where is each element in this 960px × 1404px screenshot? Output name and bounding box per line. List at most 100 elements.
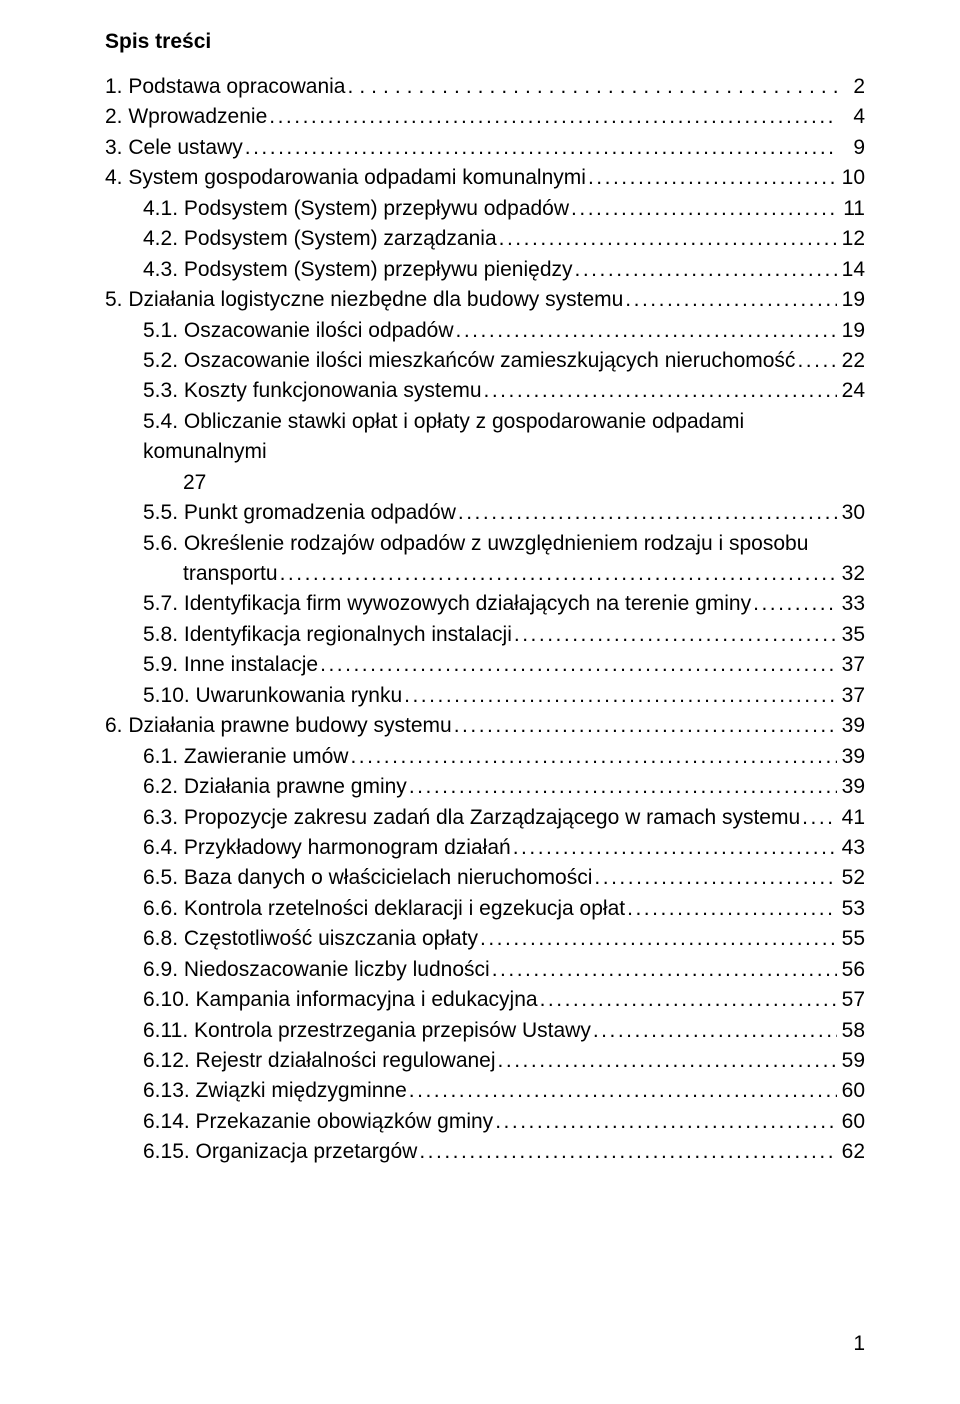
toc-page-number: 11 (837, 194, 865, 224)
toc-entry: 5.9. Inne instalacje37 (105, 650, 865, 680)
toc-entry: 6.3. Propozycje zakresu zadań dla Zarząd… (105, 803, 865, 833)
toc-leader-dots (625, 894, 837, 924)
toc-page-number: 53 (837, 894, 865, 924)
toc-page-number: 39 (837, 742, 865, 772)
toc-page-number: 27 (183, 471, 206, 494)
toc-entry-text: 5.1. Oszacowanie ilości odpadów (143, 316, 454, 346)
toc-entry: 5.5. Punkt gromadzenia odpadów 30 (105, 498, 865, 528)
toc-leader-dots (454, 316, 837, 346)
toc-leader-dots (402, 681, 837, 711)
toc-entry-text: 5.6. Określenie rodzajów odpadów z uwzgl… (143, 532, 808, 555)
toc-entry-text: 6.1. Zawieranie umów (143, 742, 348, 772)
page-number: 1 (853, 1332, 865, 1356)
toc-entry-text: 6.6. Kontrola rzetelności deklaracji i e… (143, 894, 625, 924)
toc-leader-dots (407, 1076, 837, 1106)
toc-entry: 6.9. Niedoszacowanie liczby ludności 56 (105, 955, 865, 985)
toc-entry-text: 4.2. Podsystem (System) zarządzania (143, 224, 497, 254)
toc-leader-dots (407, 772, 837, 802)
toc-leader-dots (456, 498, 837, 528)
toc-entry-text: 6. Działania prawne budowy systemu (105, 711, 452, 741)
toc-entry-text: 5.8. Identyfikacja regionalnych instalac… (143, 620, 512, 650)
toc-entry: 1. Podstawa opracowania 2 (105, 72, 865, 102)
toc-entry: 4.1. Podsystem (System) przepływu odpadó… (105, 194, 865, 224)
toc-entry: 6.11. Kontrola przestrzegania przepisów … (105, 1016, 865, 1046)
toc-entry-text: 5.4. Obliczanie stawki opłat i opłaty z … (143, 410, 744, 463)
toc-entry-text: 5.9. Inne instalacje (143, 650, 318, 680)
toc-entry-text: 5.3. Koszty funkcjonowania systemu (143, 376, 482, 406)
toc-entry: 6.8. Częstotliwość uiszczania opłaty55 (105, 924, 865, 954)
toc-entry: 4.3. Podsystem (System) przepływu pienię… (105, 255, 865, 285)
toc-entry: 5.2. Oszacowanie ilości mieszkańców zami… (105, 346, 865, 376)
toc-entry-text: 6.2. Działania prawne gminy (143, 772, 407, 802)
toc-leader-dots (512, 620, 837, 650)
toc-entry: 6. Działania prawne budowy systemu 39 (105, 711, 865, 741)
toc-leader-dots (482, 376, 837, 406)
toc-leader-dots (591, 1016, 837, 1046)
toc-page-number: 9 (837, 133, 865, 163)
toc-page-number: 30 (837, 498, 865, 528)
toc-entry-text: 6.10. Kampania informacyjna i edukacyjna (143, 985, 538, 1015)
toc-entry-text: 6.3. Propozycje zakresu zadań dla Zarząd… (143, 803, 800, 833)
toc-entry-text: 6.5. Baza danych o właścicielach nieruch… (143, 863, 592, 893)
toc-entry: 6.13. Związki międzygminne 60 (105, 1076, 865, 1106)
toc-page-number: 56 (837, 955, 865, 985)
toc-leader-dots (592, 863, 837, 893)
toc-entry-text: 6.12. Rejestr działalności regulowanej (143, 1046, 496, 1076)
toc-entry: 6.12. Rejestr działalności regulowanej59 (105, 1046, 865, 1076)
toc-entry-text: 3. Cele ustawy (105, 133, 243, 163)
toc-leader-dots (493, 1107, 837, 1137)
toc-leader-dots (573, 255, 837, 285)
toc-entry: 4. System gospodarowania odpadami komuna… (105, 163, 865, 193)
toc-leader-dots (243, 133, 837, 163)
toc-entry-text: 6.15. Organizacja przetargów (143, 1137, 417, 1167)
toc-page-number: 39 (837, 711, 865, 741)
toc-page-number: 33 (837, 589, 865, 619)
toc-leader-dots (751, 589, 837, 619)
toc-page-number: 10 (837, 163, 865, 193)
toc-page-number: 60 (837, 1076, 865, 1106)
toc-entry-text: 6.14. Przekazanie obowiązków gminy (143, 1107, 493, 1137)
toc-entry-text: 2. Wprowadzenie (105, 102, 267, 132)
toc-entry: 5.8. Identyfikacja regionalnych instalac… (105, 620, 865, 650)
toc-page-number: 35 (837, 620, 865, 650)
toc-page-number: 2 (837, 72, 865, 102)
toc-leader-dots (278, 559, 837, 589)
toc-entry: 6.14. Przekazanie obowiązków gminy 60 (105, 1107, 865, 1137)
toc-leader-dots (538, 985, 837, 1015)
toc-entry: 5.6. Określenie rodzajów odpadów z uwzgl… (105, 529, 865, 559)
toc-leader-dots (511, 833, 837, 863)
toc-page-number: 41 (837, 803, 865, 833)
toc-entry-text: 1. Podstawa opracowania (105, 72, 346, 102)
toc-page-number: 19 (837, 316, 865, 346)
toc-page-number: 58 (837, 1016, 865, 1046)
toc-page-number: 32 (837, 559, 865, 589)
toc-entry-text: 6.4. Przykładowy harmonogram działań (143, 833, 511, 863)
toc-leader-dots (452, 711, 837, 741)
toc-leader-dots (318, 650, 837, 680)
page: Spis treści 1. Podstawa opracowania22. W… (0, 0, 960, 1404)
toc-entry: 5.7. Identyfikacja firm wywozowych dział… (105, 589, 865, 619)
toc-leader-dots (267, 102, 837, 132)
toc-page-number: 52 (837, 863, 865, 893)
toc-leader-dots (490, 955, 837, 985)
toc-page-number: 19 (837, 285, 865, 315)
toc-entry-text: 6.11. Kontrola przestrzegania przepisów … (143, 1016, 591, 1046)
toc-entry: 6.5. Baza danych o właścicielach nieruch… (105, 863, 865, 893)
toc-entry-text: 4. System gospodarowania odpadami komuna… (105, 163, 586, 193)
toc-leader-dots (795, 346, 837, 376)
toc-entry-text: 6.9. Niedoszacowanie liczby ludności (143, 955, 490, 985)
toc-entry: 6.2. Działania prawne gminy39 (105, 772, 865, 802)
toc-page-number: 62 (837, 1137, 865, 1167)
toc-leader-dots (478, 924, 837, 954)
toc-page-number: 22 (837, 346, 865, 376)
toc-entry-text: 5.10. Uwarunkowania rynku (143, 681, 402, 711)
toc-leader-dots (497, 224, 837, 254)
toc-entry: 6.15. Organizacja przetargów 62 (105, 1137, 865, 1167)
toc-entry: 5.3. Koszty funkcjonowania systemu24 (105, 376, 865, 406)
toc-leader-dots (623, 285, 837, 315)
toc-entry-text: 6.13. Związki międzygminne (143, 1076, 407, 1106)
toc-leader-dots (586, 163, 837, 193)
toc-entry-text: 5.5. Punkt gromadzenia odpadów (143, 498, 456, 528)
toc-page-number: 60 (837, 1107, 865, 1137)
toc-entry: 3. Cele ustawy 9 (105, 133, 865, 163)
